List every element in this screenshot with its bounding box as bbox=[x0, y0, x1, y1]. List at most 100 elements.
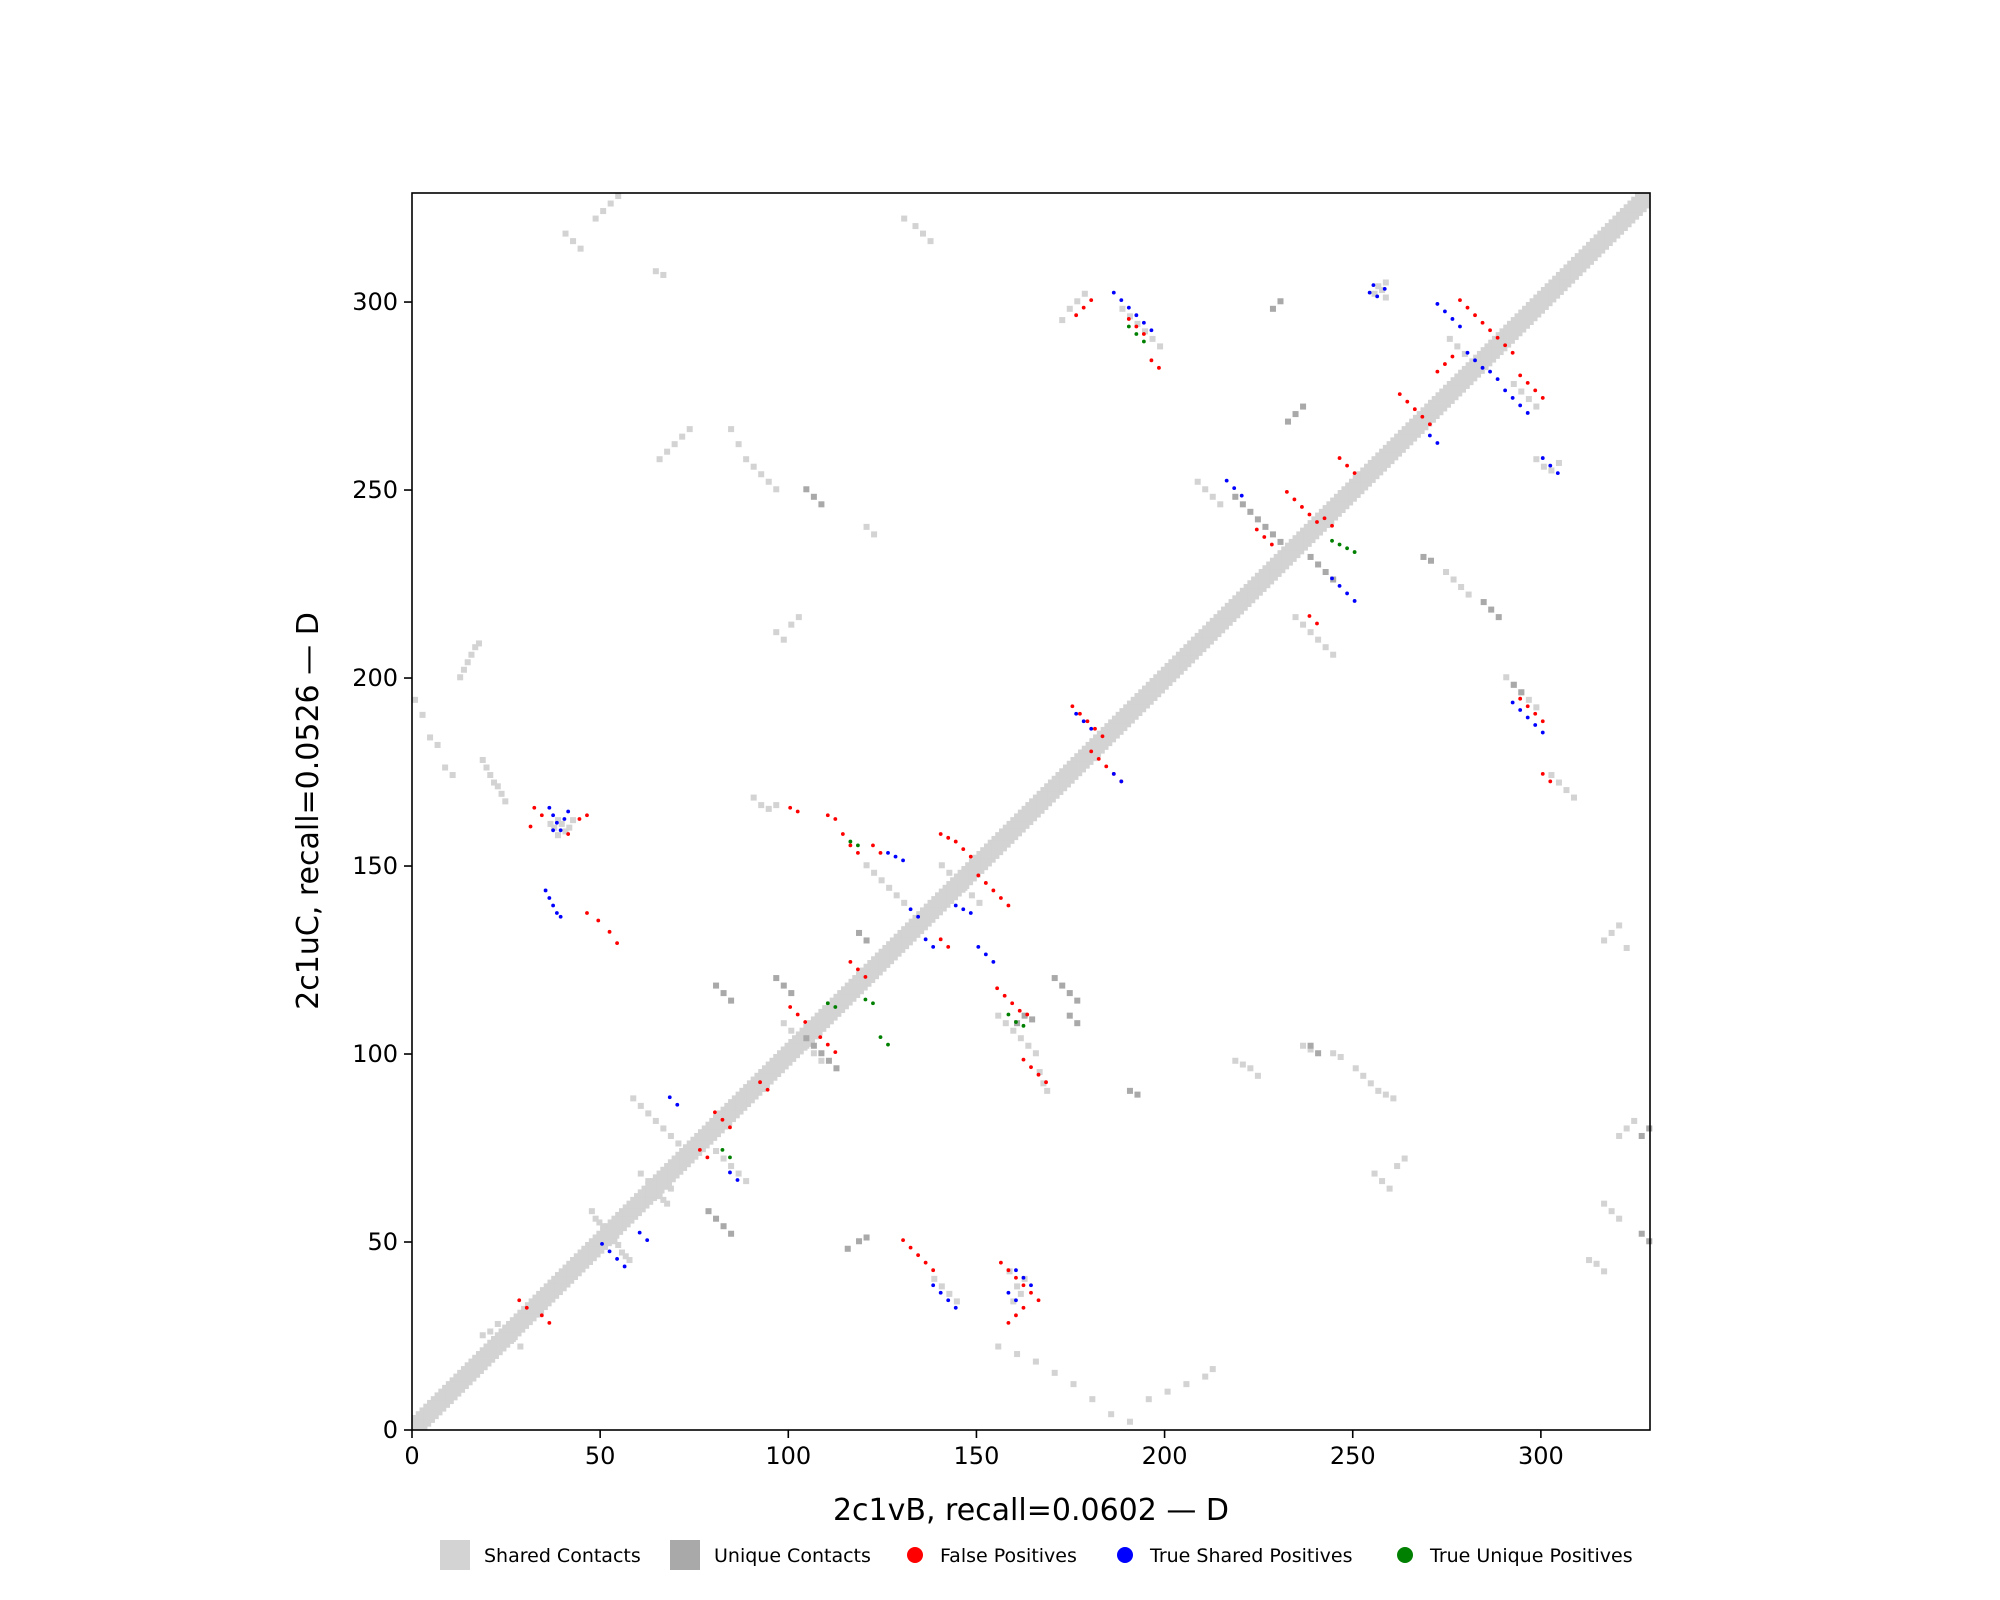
shared-contact-cell bbox=[592, 1253, 597, 1258]
shared-contact-cell bbox=[814, 1023, 819, 1029]
shared-contact-cell bbox=[1187, 651, 1192, 656]
unique-contact-cell bbox=[1284, 418, 1292, 425]
shared-contact-cell bbox=[950, 884, 955, 889]
shared-contact-cell bbox=[822, 1023, 827, 1029]
shared-contact-cell bbox=[1307, 520, 1312, 525]
shared-contact-cell bbox=[1574, 260, 1579, 265]
shared-contact-cell bbox=[656, 456, 663, 463]
shared-contact-cell bbox=[498, 1339, 503, 1344]
shared-contact-cell bbox=[1533, 305, 1538, 310]
shared-contact-cell bbox=[1597, 234, 1602, 239]
shared-contact-cell bbox=[1100, 738, 1105, 743]
shared-contact-cell bbox=[976, 869, 981, 874]
shared-contact-cell bbox=[596, 1234, 601, 1239]
shared-contact-cell bbox=[445, 1396, 451, 1401]
false-positive-point bbox=[528, 824, 533, 829]
shared-contact-cell bbox=[1593, 1260, 1600, 1267]
shared-contact-cell bbox=[1555, 283, 1561, 288]
false-positive-point bbox=[539, 1313, 544, 1318]
shared-contact-cell bbox=[517, 1332, 522, 1337]
shared-contact-cell bbox=[720, 1114, 725, 1119]
shared-contact-cell bbox=[728, 1163, 735, 1170]
shared-contact-cell bbox=[983, 858, 989, 863]
shared-contact-cell bbox=[1164, 674, 1169, 679]
shared-contact-cell bbox=[874, 952, 880, 957]
shared-contact-cell bbox=[558, 1279, 563, 1284]
shared-contact-cell bbox=[904, 926, 910, 931]
shared-contact-cell bbox=[1217, 632, 1222, 638]
shared-contact-cell bbox=[637, 1211, 642, 1217]
shared-contact-cell bbox=[1266, 576, 1271, 581]
shared-contact-cell bbox=[1522, 309, 1527, 314]
shared-contact-cell bbox=[694, 1144, 699, 1149]
shared-contact-cell bbox=[498, 1347, 503, 1352]
shared-contact-cell bbox=[1081, 290, 1088, 297]
shared-contact-cell bbox=[942, 903, 947, 908]
shared-contact-cell bbox=[1586, 256, 1591, 262]
true-shared-positive-point bbox=[1352, 599, 1357, 603]
shared-contact-cell bbox=[479, 756, 486, 763]
unique-contact-cell bbox=[1029, 1016, 1036, 1023]
shared-contact-cell bbox=[1217, 629, 1222, 634]
false-positive-point bbox=[818, 1035, 823, 1039]
shared-contact-cell bbox=[1446, 399, 1451, 404]
shared-contact-cell bbox=[1036, 790, 1041, 795]
shared-contact-cell bbox=[999, 843, 1004, 848]
shared-contact-cell bbox=[1480, 350, 1485, 356]
shared-contact-cell bbox=[1247, 602, 1252, 607]
shared-contact-cell bbox=[1416, 418, 1421, 423]
shared-contact-cell bbox=[1518, 309, 1523, 314]
shared-contact-cell bbox=[1586, 249, 1591, 254]
shared-contact-cell bbox=[1243, 587, 1248, 592]
true-shared-positive-point bbox=[1458, 324, 1462, 329]
shared-contact-cell bbox=[1051, 1369, 1058, 1376]
shared-contact-cell bbox=[1499, 347, 1504, 352]
shared-contact-cell bbox=[980, 866, 985, 871]
shared-contact-cell bbox=[893, 948, 898, 953]
shared-contact-cell bbox=[897, 952, 902, 957]
shared-contact-cell bbox=[1461, 369, 1467, 374]
shared-contact-cell bbox=[1570, 279, 1576, 284]
shared-contact-cell bbox=[1623, 204, 1628, 209]
shared-contact-cell bbox=[1247, 587, 1252, 592]
shared-contact-cell bbox=[1382, 279, 1389, 286]
shared-contact-cell bbox=[833, 1012, 838, 1017]
shared-contact-cell bbox=[1078, 768, 1083, 773]
shared-contact-cell bbox=[1604, 223, 1610, 228]
shared-contact-cell bbox=[784, 1046, 789, 1051]
false-positive-point bbox=[547, 1320, 552, 1325]
shared-contact-cell bbox=[1010, 820, 1015, 826]
shared-contact-cell bbox=[705, 1144, 710, 1149]
shared-contact-cell bbox=[1040, 794, 1045, 799]
shared-contact-cell bbox=[777, 1050, 782, 1055]
shared-contact-cell bbox=[1168, 659, 1173, 664]
shared-contact-cell bbox=[656, 1181, 661, 1187]
shared-contact-cell bbox=[1642, 204, 1647, 209]
shared-contact-cell bbox=[799, 1031, 804, 1036]
shared-contact-cell bbox=[1333, 508, 1339, 513]
shared-contact-cell bbox=[1612, 230, 1617, 235]
shared-contact-cell bbox=[938, 1283, 945, 1290]
shared-contact-cell bbox=[577, 1268, 582, 1273]
shared-contact-cell bbox=[1070, 775, 1075, 780]
shared-contact-cell bbox=[675, 1155, 680, 1160]
shared-contact-cell bbox=[901, 929, 906, 935]
false-positive-point bbox=[1036, 1072, 1041, 1077]
shared-contact-cell bbox=[739, 1102, 744, 1108]
true-shared-positive-point bbox=[1119, 779, 1124, 784]
shared-contact-cell bbox=[1036, 794, 1041, 799]
false-positive-point bbox=[1081, 305, 1086, 310]
shared-contact-cell bbox=[1608, 223, 1613, 228]
shared-contact-cell bbox=[506, 1343, 511, 1348]
false-positive-point bbox=[833, 817, 838, 821]
shared-contact-cell bbox=[1484, 343, 1489, 348]
shared-contact-cell bbox=[1578, 256, 1583, 262]
shared-contact-cell bbox=[780, 636, 787, 643]
shared-contact-cell bbox=[1277, 568, 1282, 574]
shared-contact-cell bbox=[1375, 474, 1380, 480]
shared-contact-cell bbox=[1108, 741, 1113, 747]
shared-contact-cell bbox=[852, 986, 857, 991]
shared-contact-cell bbox=[1495, 332, 1500, 337]
legend-item-shared: Shared Contacts bbox=[440, 1540, 641, 1570]
shared-contact-cell bbox=[1059, 787, 1064, 792]
